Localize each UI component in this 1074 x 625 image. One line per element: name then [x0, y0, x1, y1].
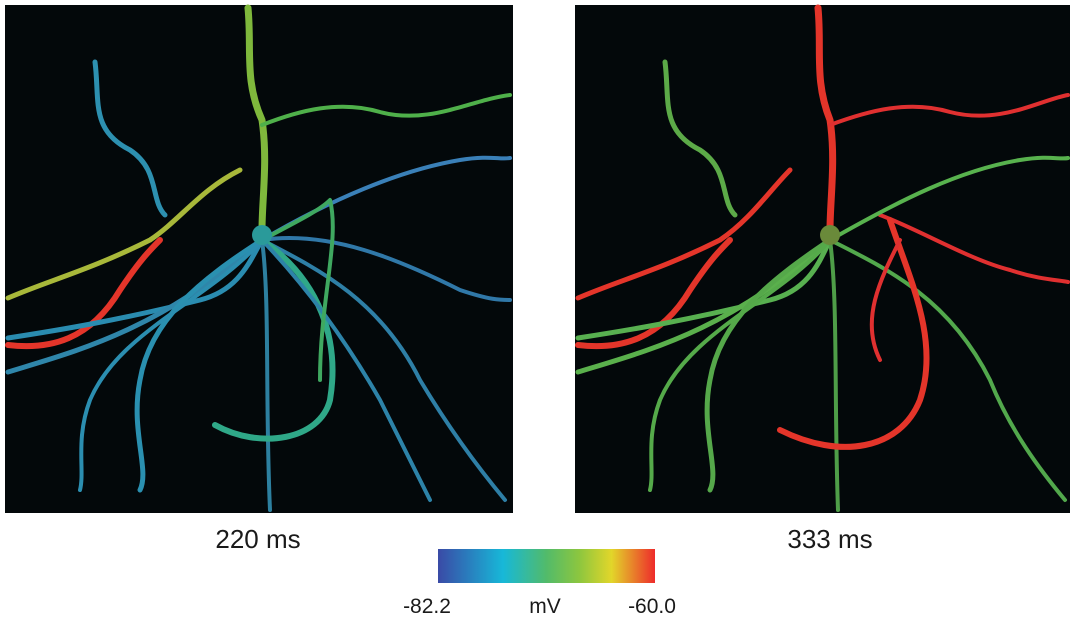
render-panel [5, 5, 513, 513]
colorbar-min-label: -82.2 [403, 595, 451, 618]
colorbar-unit: mV [529, 595, 561, 618]
panel-label: 333 ms [787, 524, 872, 554]
neuron-render [575, 4, 1070, 512]
neuron-render [5, 4, 512, 512]
colorbar [438, 549, 655, 583]
colorbar-max-label: -60.0 [628, 595, 676, 618]
panel-label: 220 ms [215, 524, 300, 554]
